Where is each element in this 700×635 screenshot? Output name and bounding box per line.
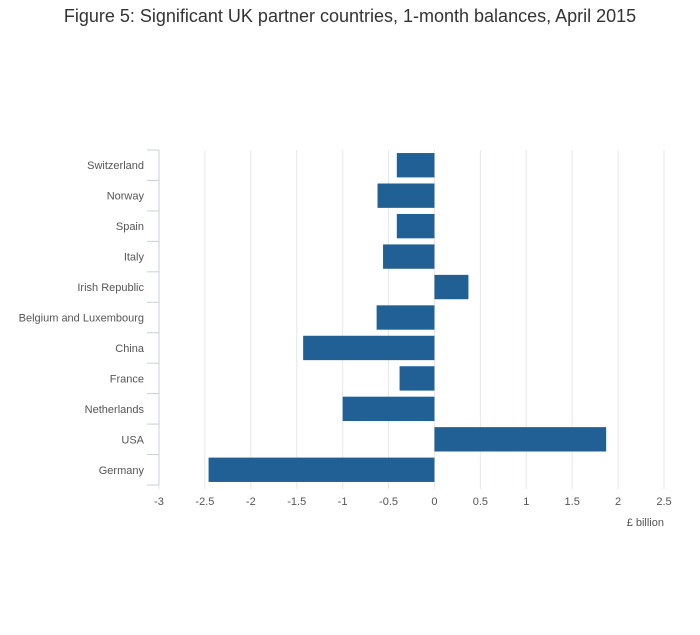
category-labels: Switzerland Norway Spain Italy Irish Republi… (19, 160, 145, 477)
x-tick-label: -3 (154, 496, 164, 508)
bar-irish-republic (434, 274, 469, 300)
category-label: Netherlands (85, 404, 145, 416)
x-tick-label: 1.5 (565, 496, 580, 508)
category-label: Belgium and Luxembourg (19, 313, 144, 325)
category-label: Germany (99, 465, 145, 477)
x-tick-label: 0 (431, 496, 437, 508)
bar-italy (383, 244, 435, 269)
bar-netherlands (342, 396, 435, 422)
x-tick-label: 0.5 (473, 496, 488, 508)
x-tick-label: -2 (246, 496, 256, 508)
category-label: Switzerland (87, 160, 144, 172)
x-tick-labels: -3 -2.5 -2 -1.5 -1 -0.5 0 0.5 1 1.5 2 2.5 (154, 496, 672, 508)
category-axis (147, 149, 160, 486)
category-label: China (115, 343, 145, 355)
bar-france (399, 366, 435, 391)
x-tick-label: 2 (615, 496, 621, 508)
bar-norway (377, 183, 435, 208)
x-tick-label: -1.5 (287, 496, 306, 508)
bar-usa (434, 427, 607, 452)
category-label: USA (121, 434, 144, 446)
x-tick-label: 2.5 (656, 496, 671, 508)
category-label: Norway (107, 191, 145, 203)
category-label: Italy (124, 252, 145, 264)
bar-germany (208, 457, 435, 482)
x-tick-label: 1 (523, 496, 529, 508)
chart-title: Figure 5: Significant UK partner countri… (63, 6, 637, 26)
bar-belgium-and-luxembourg (376, 305, 435, 330)
bar-switzerland (396, 153, 435, 178)
x-tick-label: -1 (338, 496, 348, 508)
category-label: Spain (116, 221, 144, 233)
x-axis-unit-label: £ billion (627, 517, 664, 529)
x-tick-label: -2.5 (195, 496, 214, 508)
category-label: Irish Republic (77, 282, 144, 294)
bar-china (303, 335, 435, 361)
bar-spain (396, 213, 435, 239)
category-label: France (110, 373, 144, 385)
bars (208, 153, 607, 482)
x-tick-label: -0.5 (379, 496, 398, 508)
